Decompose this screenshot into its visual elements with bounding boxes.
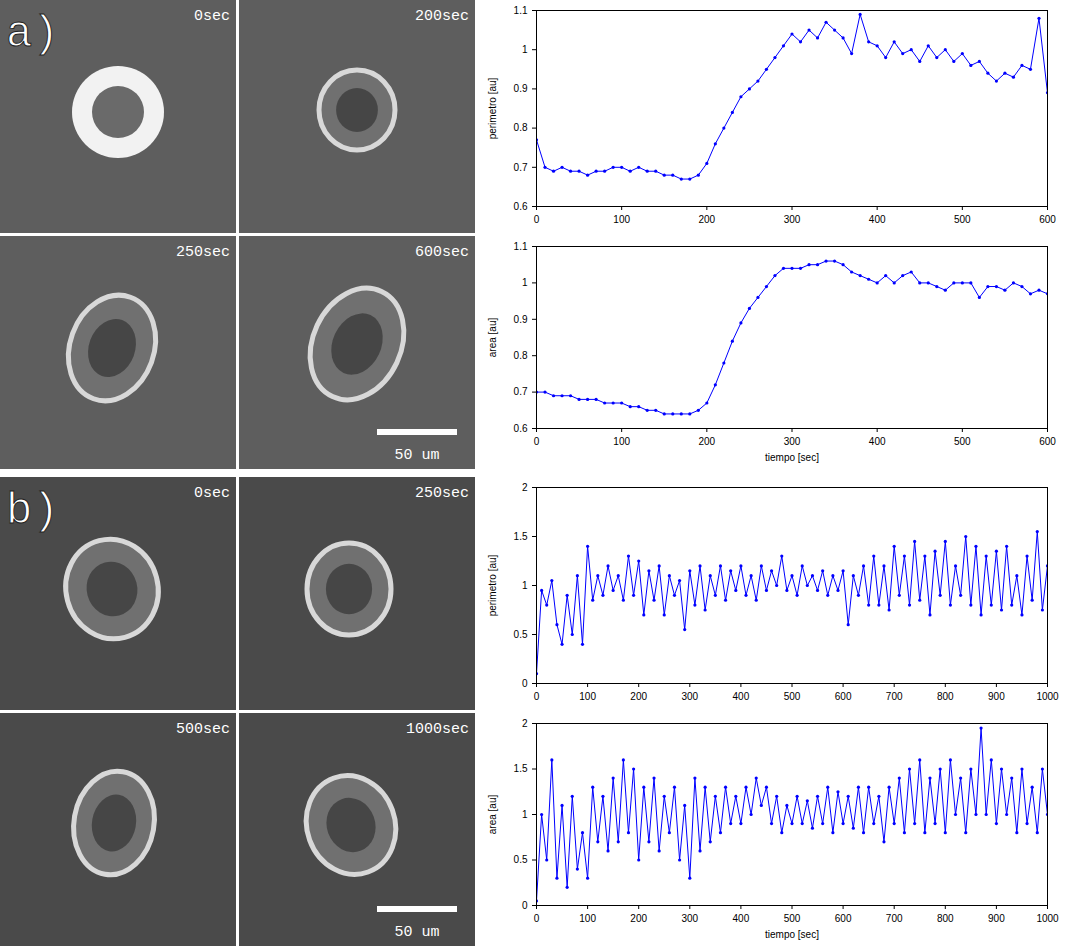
svg-text:2: 2 [522, 718, 528, 729]
svg-text:1.5: 1.5 [514, 531, 528, 542]
svg-text:800: 800 [937, 913, 954, 924]
svg-text:700: 700 [886, 691, 903, 702]
svg-text:0: 0 [534, 436, 540, 447]
svg-text:250sec: 250sec [415, 485, 469, 502]
svg-text:100: 100 [613, 214, 630, 225]
svg-text:500: 500 [954, 214, 971, 225]
svg-text:600: 600 [1039, 436, 1056, 447]
svg-text:0.9: 0.9 [514, 83, 528, 94]
svg-text:area [au]: area [au] [487, 318, 498, 358]
svg-text:1.1: 1.1 [514, 241, 528, 252]
svg-text:1: 1 [522, 277, 528, 288]
svg-text:0.7: 0.7 [514, 162, 528, 173]
svg-text:0: 0 [522, 678, 528, 689]
svg-text:0.8: 0.8 [514, 350, 528, 361]
svg-text:1: 1 [522, 809, 528, 820]
svg-text:2: 2 [522, 482, 528, 493]
svg-text:200sec: 200sec [415, 8, 469, 25]
svg-text:0: 0 [534, 913, 540, 924]
svg-text:b): b) [6, 486, 59, 536]
svg-text:50 um: 50 um [394, 924, 439, 941]
svg-text:0.5: 0.5 [514, 629, 528, 640]
svg-text:1000: 1000 [1036, 913, 1059, 924]
svg-text:0: 0 [534, 214, 540, 225]
svg-text:400: 400 [869, 436, 886, 447]
svg-text:600: 600 [835, 691, 852, 702]
svg-text:100: 100 [579, 691, 596, 702]
svg-text:800: 800 [937, 691, 954, 702]
svg-text:0.5: 0.5 [514, 854, 528, 865]
svg-text:1000: 1000 [1036, 691, 1059, 702]
svg-text:300: 300 [681, 691, 698, 702]
svg-text:500: 500 [784, 691, 801, 702]
svg-text:600: 600 [835, 913, 852, 924]
svg-text:500: 500 [954, 436, 971, 447]
svg-text:1000sec: 1000sec [406, 721, 469, 738]
svg-text:0.6: 0.6 [514, 423, 528, 434]
svg-text:500sec: 500sec [176, 721, 230, 738]
svg-text:700: 700 [886, 913, 903, 924]
svg-text:0.7: 0.7 [514, 386, 528, 397]
svg-text:500: 500 [784, 913, 801, 924]
svg-text:tiempo [sec]: tiempo [sec] [765, 929, 819, 940]
svg-text:50 um: 50 um [394, 447, 439, 464]
svg-text:200: 200 [698, 214, 715, 225]
svg-text:1.1: 1.1 [514, 5, 528, 16]
svg-text:300: 300 [784, 436, 801, 447]
svg-text:perimetro [au]: perimetro [au] [487, 554, 498, 616]
svg-text:0: 0 [534, 691, 540, 702]
svg-text:200: 200 [630, 691, 647, 702]
svg-text:1: 1 [522, 44, 528, 55]
svg-text:600: 600 [1039, 214, 1056, 225]
svg-text:900: 900 [988, 913, 1005, 924]
svg-text:300: 300 [784, 214, 801, 225]
svg-text:1.5: 1.5 [514, 763, 528, 774]
svg-text:0.9: 0.9 [514, 314, 528, 325]
svg-text:area [au]: area [au] [487, 795, 498, 835]
svg-text:400: 400 [869, 214, 886, 225]
svg-text:300: 300 [681, 913, 698, 924]
svg-text:perimetro [au]: perimetro [au] [487, 77, 498, 139]
svg-text:1: 1 [522, 580, 528, 591]
svg-text:0: 0 [522, 900, 528, 911]
svg-text:200: 200 [698, 436, 715, 447]
svg-text:400: 400 [733, 913, 750, 924]
svg-text:0sec: 0sec [194, 485, 230, 502]
svg-text:100: 100 [579, 913, 596, 924]
svg-text:900: 900 [988, 691, 1005, 702]
svg-text:200: 200 [630, 913, 647, 924]
svg-text:0.6: 0.6 [514, 201, 528, 212]
svg-text:100: 100 [613, 436, 630, 447]
svg-text:tiempo [sec]: tiempo [sec] [765, 452, 819, 463]
svg-text:400: 400 [733, 691, 750, 702]
svg-text:250sec: 250sec [176, 244, 230, 261]
svg-text:0.8: 0.8 [514, 122, 528, 133]
svg-text:600sec: 600sec [415, 244, 469, 261]
svg-text:0sec: 0sec [194, 8, 230, 25]
svg-text:a): a) [6, 9, 59, 59]
